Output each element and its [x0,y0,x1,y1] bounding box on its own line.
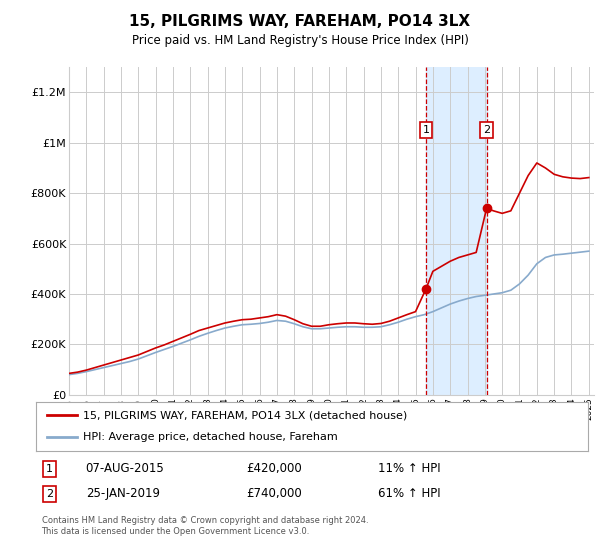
Text: Contains HM Land Registry data © Crown copyright and database right 2024.
This d: Contains HM Land Registry data © Crown c… [41,516,368,535]
Text: £740,000: £740,000 [246,487,302,501]
Text: Price paid vs. HM Land Registry's House Price Index (HPI): Price paid vs. HM Land Registry's House … [131,34,469,46]
Bar [426,67,487,395]
Text: HPI: Average price, detached house, Fareham: HPI: Average price, detached house, Fare… [83,432,338,442]
Text: 61% ↑ HPI: 61% ↑ HPI [378,487,441,501]
Text: 1: 1 [46,464,53,474]
Text: 1: 1 [422,125,430,135]
Text: 11% ↑ HPI: 11% ↑ HPI [378,462,441,475]
Text: 07-AUG-2015: 07-AUG-2015 [86,462,164,475]
Text: 2: 2 [46,489,53,499]
Text: 25-JAN-2019: 25-JAN-2019 [86,487,160,501]
Text: 2: 2 [483,125,490,135]
Text: 15, PILGRIMS WAY, FAREHAM, PO14 3LX (detached house): 15, PILGRIMS WAY, FAREHAM, PO14 3LX (det… [83,410,407,421]
Text: £420,000: £420,000 [246,462,302,475]
Text: 15, PILGRIMS WAY, FAREHAM, PO14 3LX: 15, PILGRIMS WAY, FAREHAM, PO14 3LX [130,14,470,29]
